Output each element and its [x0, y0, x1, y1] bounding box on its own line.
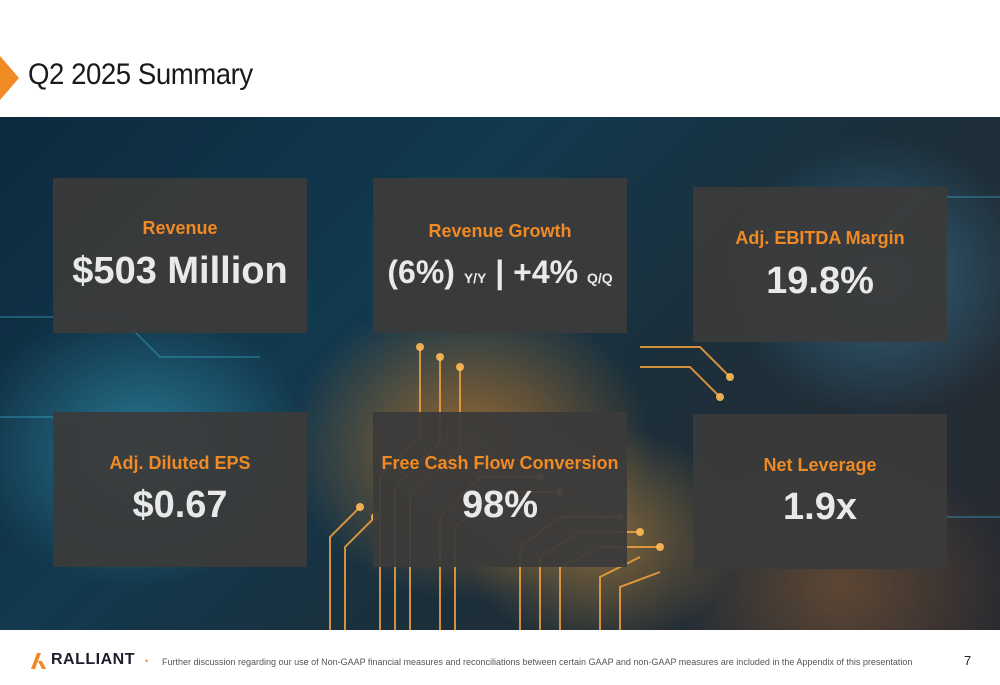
ralliant-logo-icon [31, 653, 46, 669]
qoq-growth-value: +4% [513, 254, 579, 290]
growth-separator: | [495, 254, 505, 290]
footnote-text: Further discussion regarding our use of … [162, 657, 913, 667]
revenue-growth-card: Revenue Growth (6%) Y/Y | +4% Q/Q [373, 178, 627, 333]
revenue-growth-value: (6%) Y/Y | +4% Q/Q [373, 254, 627, 291]
qoq-suffix: Q/Q [586, 270, 613, 286]
fcf-conversion-card: Free Cash Flow Conversion 98% [373, 412, 627, 567]
ebitda-margin-card: Adj. EBITDA Margin 19.8% [693, 187, 947, 342]
brand-name: RALLIANT [51, 651, 135, 668]
revenue-growth-label: Revenue Growth [428, 221, 572, 241]
net-leverage-card: Net Leverage 1.9x [693, 414, 947, 569]
footer [0, 630, 1000, 685]
diluted-eps-label: Adj. Diluted EPS [109, 453, 251, 473]
diluted-eps-card: Adj. Diluted EPS $0.67 [53, 412, 307, 567]
fcf-conversion-label: Free Cash Flow Conversion [381, 453, 619, 473]
slide-title: Q2 2025 Summary [28, 58, 253, 91]
footnote-bullet: • [145, 656, 149, 666]
diluted-eps-value: $0.67 [132, 484, 228, 526]
net-leverage-label: Net Leverage [763, 455, 877, 475]
revenue-card: Revenue $503 Million [53, 178, 307, 333]
page-number: 7 [964, 653, 972, 668]
yoy-growth-value: (6%) [387, 254, 455, 290]
revenue-label: Revenue [142, 218, 218, 238]
ebitda-margin-value: 19.8% [766, 260, 874, 302]
title-accent-arrow [0, 56, 19, 100]
revenue-value: $503 Million [72, 250, 288, 292]
net-leverage-value: 1.9x [783, 486, 857, 528]
yoy-suffix: Y/Y [463, 270, 487, 286]
fcf-conversion-value: 98% [461, 484, 539, 526]
ebitda-margin-label: Adj. EBITDA Margin [735, 228, 905, 248]
